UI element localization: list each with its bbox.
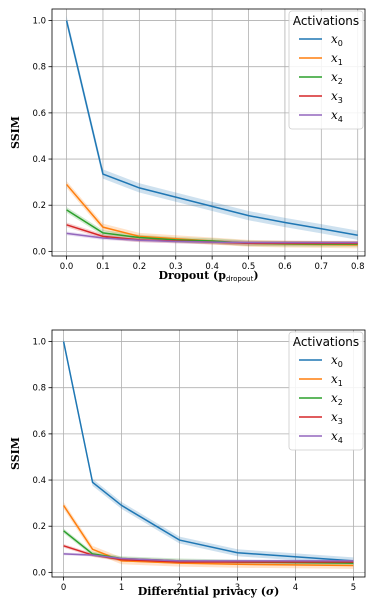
x-tick-label: 0.8 (351, 262, 365, 272)
series-band-x4 (66, 231, 358, 245)
y-tick-label: 1.0 (32, 17, 46, 27)
legend-entry-x2: x2 (331, 70, 343, 86)
y-tick-label: 0.0 (32, 568, 46, 578)
y-tick-label: 0.4 (32, 476, 46, 486)
plot-frame (51, 8, 366, 257)
x-tick-label: 2 (177, 583, 182, 593)
chart-panel-2: 0 1 2 3 4 5 0.0 0.2 0.4 0.6 0.8 1.0 SSIM Differential… (9, 329, 366, 598)
y-tick-label: 0.2 (32, 522, 46, 532)
series-line-x0 (65, 20, 358, 236)
legend-title: Activations (293, 14, 359, 28)
legend-entry-x3: x3 (331, 410, 343, 426)
legend-box (288, 331, 364, 451)
legend-entry-x3: x3 (331, 89, 343, 105)
y-tick-label: 0.2 (32, 201, 46, 211)
y-tick-label: 0.8 (32, 384, 46, 394)
x-tick-label: 4 (293, 583, 298, 593)
x-tick-label: 3 (235, 583, 240, 593)
series-line-x3 (63, 545, 354, 563)
series-band-x1 (66, 180, 358, 249)
legend-entry-x0: x0 (331, 32, 343, 48)
series-line-x4 (63, 553, 354, 562)
plot-frame (51, 329, 366, 578)
x-tick-label: 1 (119, 583, 124, 593)
y-axis-label: SSIM (9, 437, 22, 470)
y-tick-label: 0.0 (32, 247, 46, 257)
x-tick-label: 0.2 (133, 262, 147, 272)
legend-entry-x4: x4 (331, 108, 343, 124)
x-axis-label: Differential privacy (σ) (138, 585, 280, 598)
x-tick-label: 0 (61, 583, 66, 593)
y-tick-label: 1.0 (32, 338, 46, 348)
series-line-x1 (62, 505, 354, 567)
y-tick-label: 0.4 (32, 155, 46, 165)
series-line-x4 (66, 232, 358, 244)
legend: Activations x0 x1 x2 x3 x4 (288, 331, 364, 451)
x-tick-label: 0.5 (242, 262, 256, 272)
x-tick-label: 5 (351, 583, 356, 593)
series-band-x0 (66, 15, 358, 240)
y-tick-label: 0.6 (32, 109, 46, 119)
legend-entry-x4: x4 (331, 429, 343, 445)
legend-box (288, 10, 364, 130)
y-tick-label: 0.6 (32, 430, 46, 440)
y-tick-label: 0.8 (32, 63, 46, 73)
legend-entry-x2: x2 (331, 391, 343, 407)
legend-title: Activations (293, 335, 359, 349)
y-axis-label: SSIM (9, 116, 22, 149)
x-tick-label: 0.6 (278, 262, 292, 272)
series-line-x0 (62, 341, 354, 562)
chart-panel-1: 0.0 0.1 0.2 0.3 0.4 0.5 0.6 0.7 0.8 0.0 0.2 0.4 0.6 0… (9, 8, 366, 283)
x-tick-label: 0.7 (315, 262, 329, 272)
legend-entry-x1: x1 (331, 51, 343, 67)
x-tick-label: 0.0 (60, 262, 74, 272)
legend-entry-x1: x1 (331, 372, 343, 388)
x-tick-label: 0.3 (169, 262, 183, 272)
x-tick-label: 0.4 (205, 262, 219, 272)
legend-entry-x0: x0 (331, 353, 343, 369)
x-axis-label: Dropout (pdropout) (158, 269, 258, 283)
x-tick-label: 0.1 (96, 262, 110, 272)
legend: Activations x0 x1 x2 x3 x4 (288, 10, 364, 130)
